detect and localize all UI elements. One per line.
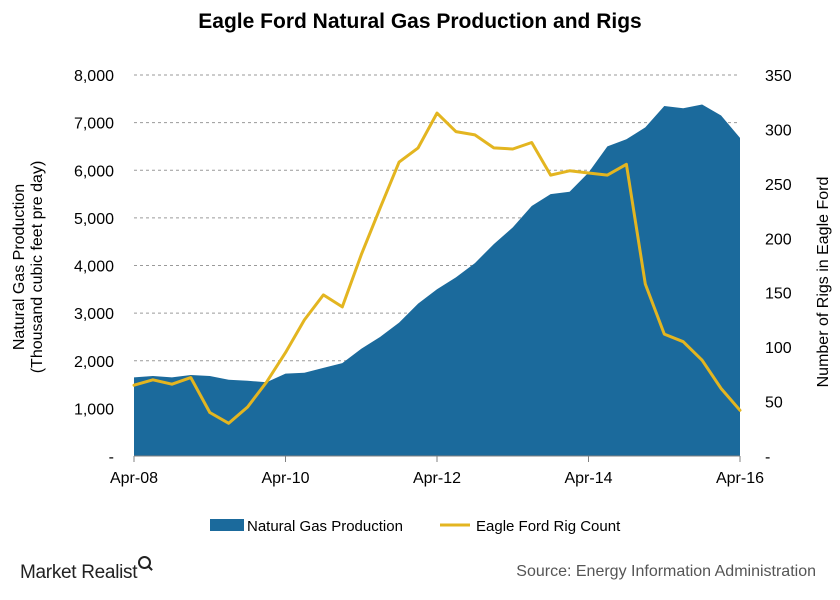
x-tick-label: Apr-10 xyxy=(261,470,309,487)
right-tick-label: 50 xyxy=(765,395,783,412)
area-layer xyxy=(134,104,740,456)
right-tick-labels: - 50 100 150 200 250 300 350 xyxy=(765,68,792,466)
x-tick-label: Apr-14 xyxy=(564,470,612,487)
left-tick-label: 6,000 xyxy=(74,163,114,180)
left-tick-label: 2,000 xyxy=(74,354,114,371)
left-tick-label: 3,000 xyxy=(74,306,114,323)
magnifier-icon xyxy=(138,556,152,569)
left-tick-label: - xyxy=(109,449,114,466)
right-tick-label: 100 xyxy=(765,340,792,357)
legend-label: Natural Gas Production xyxy=(247,518,403,535)
left-axis-subtitle: (Thousand cubic feet pre day) xyxy=(29,161,46,374)
series-area-natural-gas-production xyxy=(134,104,740,456)
brand-logo: Market Realist xyxy=(20,556,152,584)
right-tick-label: 250 xyxy=(765,177,792,194)
x-tick-label: Apr-16 xyxy=(716,470,764,487)
left-tick-labels: - 1,000 2,000 3,000 4,000 5,000 6,000 7,000 8,00… xyxy=(74,68,114,466)
right-tick-label: 350 xyxy=(765,68,792,85)
x-tick-label: Apr-12 xyxy=(413,470,461,487)
right-axis-title: Number of Rigs in Eagle Ford xyxy=(815,177,832,388)
axis-titles: Natural Gas Production (Thousand cubic fe… xyxy=(11,161,832,388)
line-layer xyxy=(132,111,742,425)
right-tick-label: 150 xyxy=(765,286,792,303)
axes xyxy=(133,455,741,462)
series-line-eagle-ford-rig-count xyxy=(132,111,742,425)
legend-swatch-area xyxy=(210,519,244,531)
x-tick-labels: Apr-08 Apr-10 Apr-12 Apr-14 Apr-16 xyxy=(110,470,764,487)
left-tick-label: 1,000 xyxy=(74,401,114,418)
legend-label: Eagle Ford Rig Count xyxy=(476,518,621,535)
left-tick-label: 4,000 xyxy=(74,259,114,276)
chart-title: Eagle Ford Natural Gas Production and Ri… xyxy=(198,10,642,33)
right-tick-label: 200 xyxy=(765,231,792,248)
left-axis-title: Natural Gas Production xyxy=(11,184,28,350)
right-tick-label: 300 xyxy=(765,122,792,139)
legend: Natural Gas Production Eagle Ford Rig Cou… xyxy=(210,518,621,535)
right-tick-label: - xyxy=(765,449,770,466)
left-tick-label: 7,000 xyxy=(74,116,114,133)
source-note: Source: Energy Information Administratio… xyxy=(516,563,816,580)
x-tick-label: Apr-08 xyxy=(110,470,158,487)
left-tick-label: 8,000 xyxy=(74,68,114,85)
left-tick-label: 5,000 xyxy=(74,211,114,228)
